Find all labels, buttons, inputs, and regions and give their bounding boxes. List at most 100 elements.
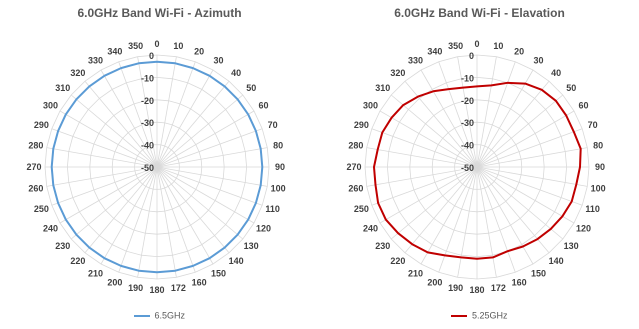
grid-spoke: [476, 94, 564, 168]
angle-tick-label: 30: [213, 56, 223, 66]
angle-tick-label: 240: [363, 224, 378, 234]
angle-tick-label: 320: [390, 68, 405, 78]
grid-spoke: [476, 110, 575, 168]
grid-spoke: [476, 56, 497, 168]
angle-tick-label: 250: [34, 204, 49, 214]
angle-tick-label: 300: [363, 101, 378, 111]
azimuth-chart-panel: 6.0GHz Band Wi-Fi - Azimuth 0 10 20 30 40 50 6…: [0, 0, 319, 329]
angle-tick-label: 40: [551, 68, 561, 78]
grid-spoke: [156, 166, 214, 265]
series-line: [373, 81, 582, 260]
angle-tick-label: 90: [595, 162, 605, 172]
angle-tick-label: 90: [275, 162, 285, 172]
radial-tick-label: -10: [461, 73, 474, 83]
grid-spoke: [156, 166, 255, 224]
grid-spoke: [59, 166, 158, 224]
legend-label: 5.25GHz: [471, 310, 508, 321]
grid-spoke: [371, 128, 478, 168]
grid-spoke: [156, 69, 214, 168]
angle-tick-label: 80: [593, 141, 603, 151]
radial-tick-label: -50: [461, 163, 474, 173]
grid-spoke: [420, 166, 478, 265]
grid-spoke: [390, 94, 478, 168]
angle-tick-label: 0: [154, 39, 159, 49]
grid-spoke: [46, 147, 158, 168]
angle-tick-label: 310: [55, 83, 70, 93]
angle-tick-label: 270: [26, 162, 41, 172]
angle-tick-label: 100: [591, 183, 606, 193]
angle-tick-label: 20: [194, 46, 204, 56]
radial-tick-label: -30: [141, 118, 154, 128]
grid-spoke: [100, 69, 158, 168]
radar-grid: [44, 54, 270, 280]
grid-spoke: [118, 166, 158, 273]
angle-tick-label: 100: [271, 183, 286, 193]
grid-spoke: [156, 61, 196, 168]
radial-tick-label: 0: [149, 51, 154, 61]
grid-spoke: [156, 166, 196, 273]
radial-tick-label: -20: [461, 96, 474, 106]
angle-tick-label: 140: [229, 256, 244, 266]
angle-tick-label: 350: [128, 41, 143, 51]
grid-spoke: [156, 147, 268, 168]
angle-tick-label: 110: [585, 204, 600, 214]
grid-spoke: [137, 56, 158, 168]
angle-tick-label: 280: [348, 141, 363, 151]
angle-tick-label: 150: [211, 269, 226, 279]
angle-tick-label: 230: [55, 241, 70, 251]
angle-tick-label: 172: [491, 283, 506, 293]
angle-tick-label: 190: [128, 283, 143, 293]
grid-spoke: [420, 69, 478, 168]
legend-label: 6.5GHz: [154, 310, 186, 321]
grid-spoke: [457, 166, 478, 278]
grid-spoke: [476, 166, 516, 273]
angle-tick-label: 150: [531, 269, 546, 279]
angle-tick-label: 172: [171, 283, 186, 293]
angle-tick-label: 10: [493, 41, 503, 51]
grid-spoke: [118, 61, 158, 168]
grid-spoke: [476, 80, 550, 168]
angle-tick-label: 220: [70, 256, 85, 266]
grid-spoke: [476, 69, 534, 168]
elevation-chart-panel: 6.0GHz Band Wi-Fi - Elavation 0 10 20 30 40 5…: [320, 0, 639, 329]
grid-spoke: [84, 80, 158, 168]
grid-spoke: [457, 56, 478, 168]
angle-tick-label: 200: [427, 278, 442, 288]
grid-spoke: [476, 166, 583, 206]
grid-spoke: [156, 80, 230, 168]
angle-tick-label: 50: [566, 83, 576, 93]
angle-tick-label: 190: [448, 283, 463, 293]
angle-tick-label: 320: [70, 68, 85, 78]
angle-tick-label: 350: [448, 41, 463, 51]
grid-spoke: [366, 147, 478, 168]
legend: 5.25GHz: [320, 310, 639, 321]
grid-spoke: [476, 147, 588, 168]
radial-tick-label: -40: [461, 141, 474, 151]
grid-spoke: [476, 166, 497, 278]
angle-tick-label: 210: [88, 269, 103, 279]
grid-spoke: [379, 166, 478, 224]
angle-tick-label: 0: [474, 39, 479, 49]
grid-spoke: [156, 94, 244, 168]
grid-spoke: [476, 166, 588, 187]
grid-spoke: [156, 110, 255, 168]
grid-spoke: [379, 110, 478, 168]
angle-tick-label: 290: [34, 120, 49, 130]
angle-tick-label: 340: [427, 46, 442, 56]
angle-tick-label: 70: [268, 120, 278, 130]
grid-spoke: [476, 128, 583, 168]
grid-spoke: [59, 110, 158, 168]
grid-spoke: [476, 166, 534, 265]
radial-tick-label: -20: [141, 96, 154, 106]
grid-spoke: [476, 166, 564, 240]
angle-tick-label: 270: [346, 162, 361, 172]
grid-spoke: [46, 166, 158, 187]
angle-tick-label: 220: [390, 256, 405, 266]
grid-spoke: [390, 166, 478, 240]
chart-title: 6.0GHz Band Wi-Fi - Azimuth: [77, 6, 242, 20]
angle-tick-label: 230: [375, 241, 390, 251]
grid-spoke: [404, 80, 478, 168]
grid-spoke: [371, 166, 478, 206]
angle-tick-label: 130: [564, 241, 579, 251]
